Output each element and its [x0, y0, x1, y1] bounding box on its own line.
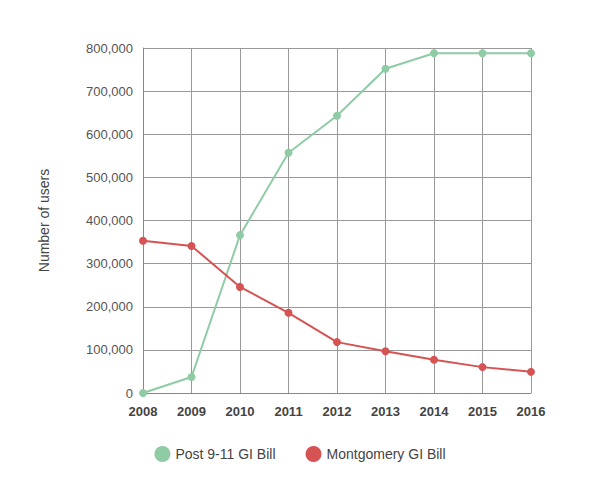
svg-text:200,000: 200,000 [86, 299, 133, 314]
svg-text:2010: 2010 [226, 404, 255, 419]
svg-text:2016: 2016 [517, 404, 546, 419]
svg-text:800,000: 800,000 [86, 41, 133, 56]
svg-text:2009: 2009 [177, 404, 206, 419]
svg-text:2012: 2012 [323, 404, 352, 419]
svg-text:100,000: 100,000 [86, 342, 133, 357]
svg-text:2014: 2014 [420, 404, 450, 419]
svg-text:2013: 2013 [371, 404, 400, 419]
svg-text:400,000: 400,000 [86, 213, 133, 228]
svg-text:2015: 2015 [468, 404, 497, 419]
svg-text:Montgomery GI Bill: Montgomery GI Bill [327, 446, 446, 462]
svg-text:600,000: 600,000 [86, 127, 133, 142]
svg-text:2008: 2008 [129, 404, 158, 419]
svg-text:300,000: 300,000 [86, 256, 133, 271]
svg-text:Number of users: Number of users [36, 169, 52, 272]
svg-text:Post 9-11 GI Bill: Post 9-11 GI Bill [175, 446, 275, 462]
svg-text:500,000: 500,000 [86, 170, 133, 185]
svg-text:0: 0 [126, 386, 133, 401]
svg-text:2011: 2011 [274, 404, 302, 419]
svg-text:700,000: 700,000 [86, 84, 133, 99]
